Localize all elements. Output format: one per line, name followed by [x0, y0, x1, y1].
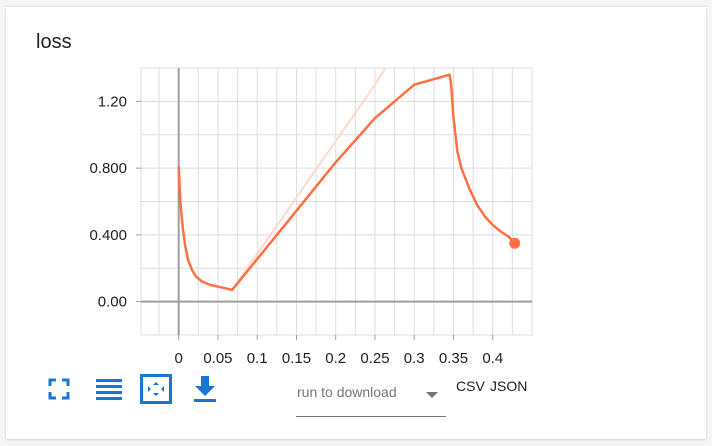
toggle-log-scale-icon — [96, 379, 122, 400]
fit-domain-icon — [48, 378, 70, 400]
x-tick-label: 0.1 — [247, 350, 268, 367]
chart-tick-labels: 0 0.05 0.1 0.15 0.2 0.25 0.3 0.35 0.4 0.00 0.400 0.… — [89, 93, 503, 367]
run-to-download-select[interactable]: run to download — [296, 378, 446, 417]
chevron-down-icon — [426, 392, 438, 398]
last-point-marker — [509, 237, 521, 249]
y-tick-label: 1.20 — [98, 93, 127, 110]
y-tick-label: 0.400 — [89, 227, 127, 244]
chart-card: loss — [6, 6, 706, 439]
y-tick-label: 0.800 — [89, 160, 127, 177]
x-tick-label: 0.15 — [282, 350, 311, 367]
run-select-label: run to download — [297, 384, 397, 400]
raw-loss-line — [231, 68, 387, 291]
x-tick-label: 0.3 — [404, 350, 425, 367]
x-tick-label: 0 — [175, 350, 183, 367]
fullscreen-icon — [140, 374, 172, 404]
x-tick-label: 0.2 — [325, 350, 346, 367]
fit-domain-button[interactable] — [42, 372, 76, 406]
smoothed-loss-line — [177, 73, 516, 292]
download-icon — [194, 376, 216, 402]
x-tick-label: 0.35 — [439, 350, 468, 367]
toggle-log-scale-button[interactable] — [92, 372, 126, 406]
chart-axes — [136, 68, 532, 340]
x-tick-label: 0.05 — [203, 350, 232, 367]
chart-title: loss — [36, 31, 72, 53]
x-tick-label: 0.25 — [360, 350, 389, 367]
json-download-link[interactable]: JSON — [490, 378, 528, 394]
chart-series — [177, 68, 521, 292]
csv-download-link[interactable]: CSV — [456, 378, 485, 394]
chart-grid — [140, 67, 533, 336]
y-tick-label: 0.00 — [98, 294, 127, 311]
download-image-button[interactable] — [188, 372, 222, 406]
x-tick-label: 0.4 — [482, 350, 503, 367]
fullscreen-button[interactable] — [139, 372, 173, 406]
chart-toolbar — [42, 372, 232, 412]
